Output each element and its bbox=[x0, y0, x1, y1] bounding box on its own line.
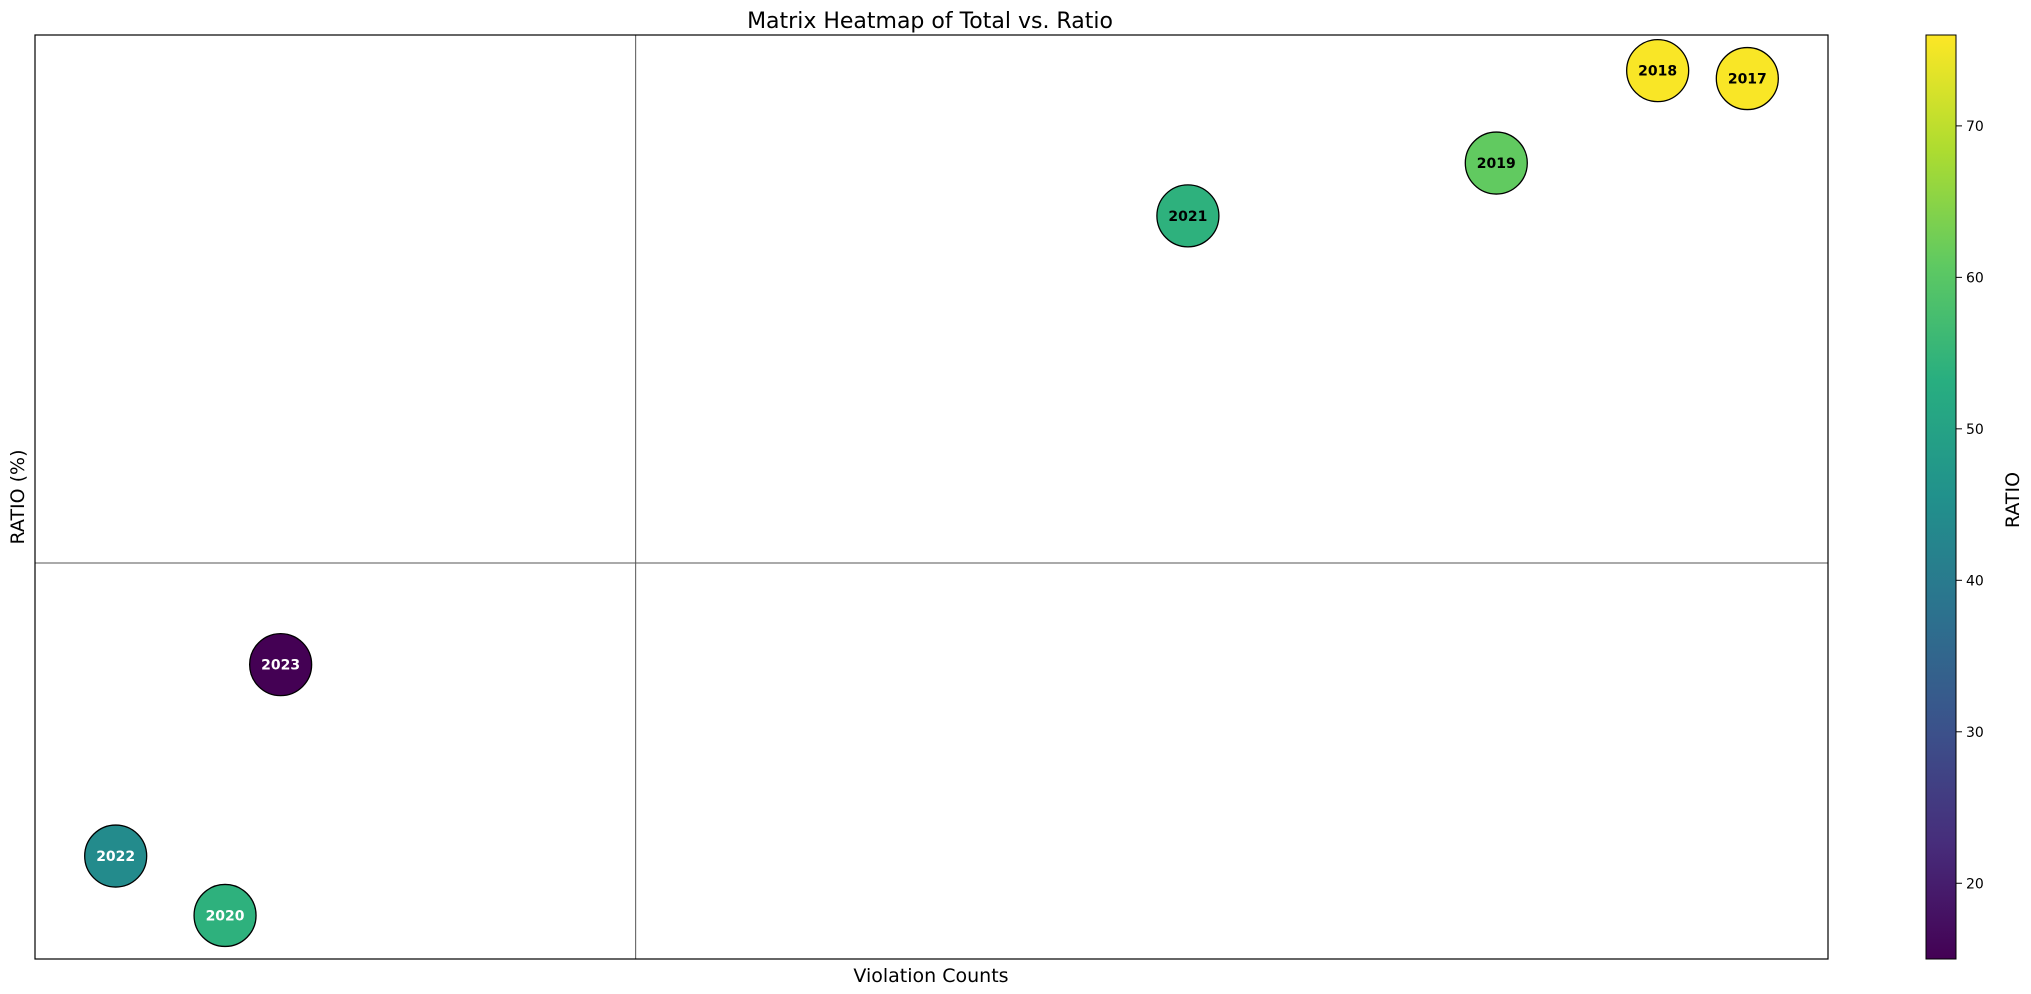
point-label-2020: 2020 bbox=[206, 908, 245, 924]
point-label-2019: 2019 bbox=[1477, 156, 1516, 172]
colorbar-tick-label-30: 30 bbox=[1966, 725, 1984, 741]
point-2017 bbox=[1715, 46, 1779, 111]
colorbar-tick-label-70: 70 bbox=[1966, 119, 1984, 135]
plot-area: 2017 2018 2019 2021 2023 2022 2020 bbox=[35, 35, 1828, 959]
point-2022 bbox=[84, 824, 148, 888]
point-2018 bbox=[1626, 38, 1690, 103]
colorbar-gradient bbox=[1925, 34, 1957, 960]
colorbar-tick-label-60: 60 bbox=[1966, 270, 1984, 286]
x-axis-label: Violation Counts bbox=[853, 965, 1008, 987]
point-2023 bbox=[248, 632, 313, 697]
point-label-2022: 2022 bbox=[96, 849, 135, 865]
point-label-2023: 2023 bbox=[261, 658, 300, 674]
point-2020 bbox=[193, 883, 257, 948]
point-2019 bbox=[1464, 131, 1528, 195]
y-axis-label: RATIO (%) bbox=[7, 449, 29, 544]
colorbar-tick-label-40: 40 bbox=[1966, 573, 1984, 589]
colorbar-label: RATIO bbox=[2002, 472, 2024, 528]
colorbar-ticks: 20 30 40 50 60 70 bbox=[1956, 119, 1984, 892]
point-label-2018: 2018 bbox=[1638, 64, 1677, 80]
point-label-2017: 2017 bbox=[1728, 72, 1767, 88]
point-label-2021: 2021 bbox=[1168, 209, 1207, 225]
colorbar-tick-label-20: 20 bbox=[1966, 876, 1984, 892]
chart-title: Matrix Heatmap of Total vs. Ratio bbox=[747, 9, 1113, 34]
colorbar: 20 30 40 50 60 70 RATIO bbox=[1925, 34, 2024, 960]
point-2021 bbox=[1156, 184, 1220, 248]
plot-frame bbox=[34, 34, 1829, 960]
colorbar-tick-label-50: 50 bbox=[1966, 422, 1984, 438]
